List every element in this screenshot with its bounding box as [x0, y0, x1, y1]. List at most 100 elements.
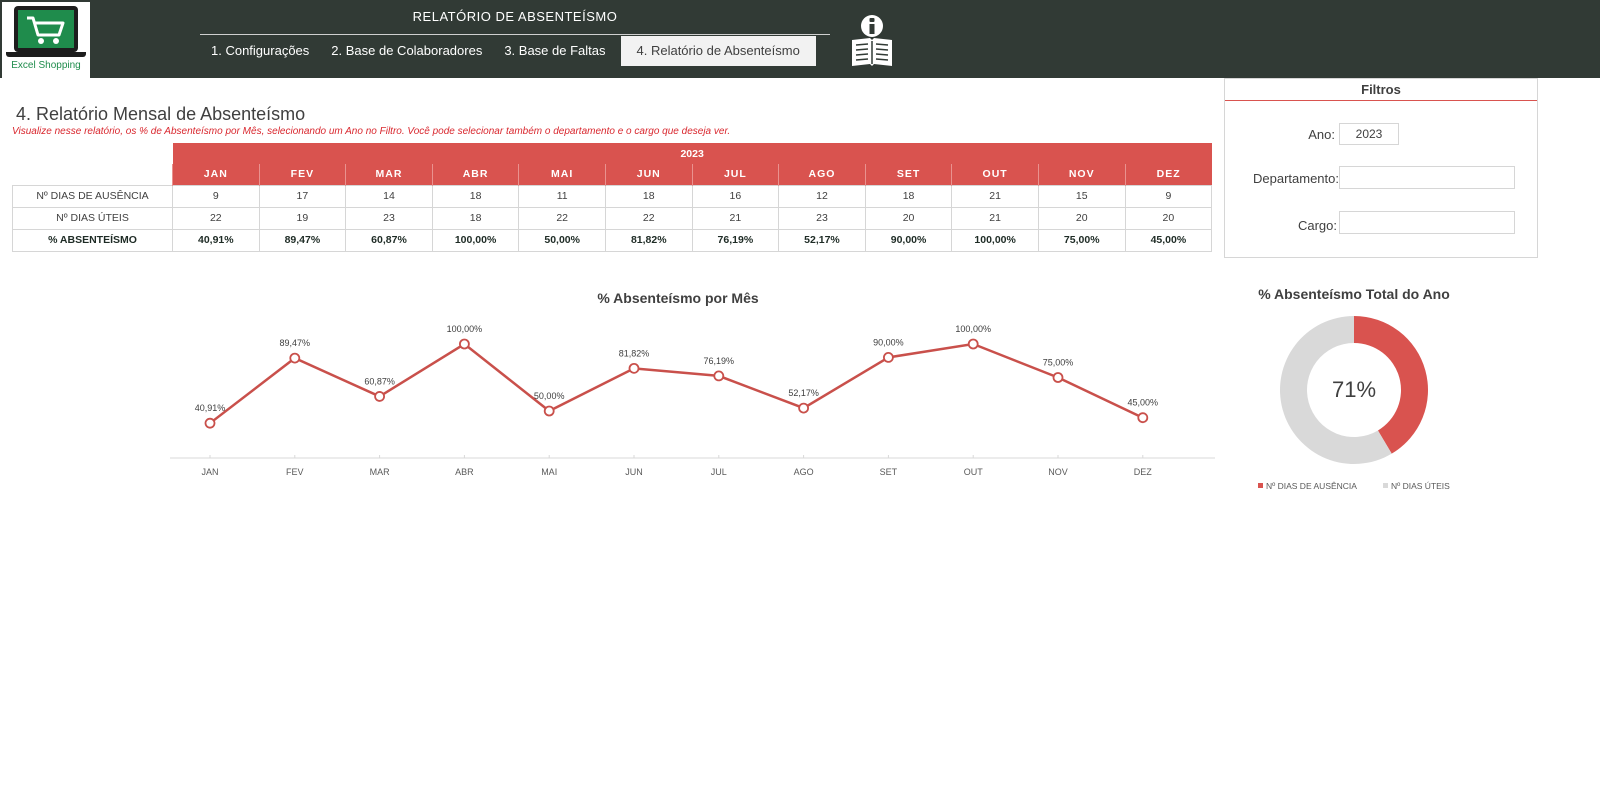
table-cell: 23 [345, 206, 433, 230]
data-label: 75,00% [1043, 358, 1074, 368]
info-book-icon[interactable] [850, 14, 894, 68]
month-header: JUN [604, 164, 693, 185]
data-label: 52,17% [788, 388, 819, 398]
month-header: ABR [431, 164, 519, 185]
line-chart-title: % Absenteísmo por Mês [597, 290, 759, 306]
filters-panel: Filtros Ano: 2023 Departamento: Cargo: [1224, 78, 1538, 258]
data-point [1052, 372, 1064, 383]
table-cell: 22 [518, 206, 606, 230]
tab-relatorio-absenteismo[interactable]: 4. Relatório de Absenteísmo [620, 36, 816, 66]
app-title: RELATÓRIO DE ABSENTEÍSMO [412, 9, 618, 24]
table-cell: 21 [951, 184, 1039, 208]
table-cell: 19 [258, 206, 347, 230]
cargo-label: Cargo: [1297, 218, 1337, 233]
x-tick-label: ABR [455, 467, 474, 477]
x-tick-label: FEV [286, 467, 304, 477]
logo-text: Excel Shopping [11, 60, 81, 71]
data-point [374, 391, 386, 402]
ano-select[interactable]: 2023 [1339, 123, 1399, 145]
table-cell: 75,00% [1037, 228, 1126, 252]
blank-corner [12, 143, 173, 164]
data-point [713, 370, 725, 382]
absenteeism-table: 2023 JAN FEV MAR ABR MAI JUN JUL AGO SET… [12, 143, 1213, 252]
filters-title: Filtros [1225, 79, 1537, 101]
annual-absenteeism-donut-chart: % Absenteísmo Total do Ano 71% Nº DIAS D… [1258, 288, 1450, 491]
month-header: JUL [691, 164, 779, 185]
donut-slice [1280, 316, 1392, 464]
data-label: 45,00% [1128, 398, 1159, 408]
donut-center-label: 71% [1332, 377, 1376, 402]
series-line [209, 342, 1144, 425]
data-point [1137, 412, 1149, 424]
data-point [543, 405, 555, 417]
month-header: JAN [172, 164, 260, 185]
x-tick-label: MAI [541, 467, 557, 477]
table-cell: 60,87% [345, 228, 433, 252]
table-cell: 45,00% [1124, 228, 1213, 252]
table-cell: 12 [778, 184, 866, 208]
table-cell: 89,47% [258, 228, 347, 252]
table-cell: 18 [431, 184, 520, 208]
x-tick-label: JAN [201, 467, 218, 477]
legend-label: Nº DIAS DE AUSÊNCIA [1266, 481, 1357, 491]
tab-base-faltas[interactable]: 3. Base de Faltas [504, 43, 606, 58]
x-tick-label: JUN [625, 467, 643, 477]
table-cell: 14 [345, 184, 433, 208]
row-label: Nº DIAS DE AUSÊNCIA [12, 184, 173, 208]
data-label: 50,00% [534, 391, 565, 401]
table-row-dias-uteis: Nº DIAS ÚTEIS 22 19 23 18 22 22 21 23 20… [12, 206, 1213, 230]
data-point [967, 338, 979, 350]
table-cell: 23 [778, 206, 866, 230]
legend-swatch [1383, 483, 1388, 488]
x-tick-label: OUT [964, 467, 984, 477]
tab-base-colaboradores[interactable]: 2. Base de Colaboradores [331, 43, 483, 58]
table-cell: 20 [1037, 206, 1126, 230]
table-cell: 90,00% [864, 228, 953, 252]
data-label: 40,91% [195, 403, 226, 413]
page-title: 4. Relatório Mensal de Absenteísmo [16, 104, 306, 124]
top-bar: Excel Shopping RELATÓRIO DE ABSENTEÍSMO … [0, 0, 1600, 78]
nav-tabs: 1. Configurações 2. Base de Colaboradore… [200, 36, 816, 66]
data-point [798, 402, 809, 414]
data-label: 100,00% [447, 324, 483, 334]
absenteeism-line-chart: % Absenteísmo por Mês 40,91% JAN 89,47% FEV… [170, 290, 1215, 477]
x-tick-label: DEZ [1134, 467, 1153, 477]
table-row-dias-ausencia: Nº DIAS DE AUSÊNCIA 9 17 14 18 11 18 16 … [12, 184, 1213, 208]
donut-chart-title: % Absenteísmo Total do Ano [1258, 288, 1450, 302]
month-header: NOV [1037, 164, 1126, 185]
table-cell: 50,00% [518, 228, 606, 252]
title-divider [200, 34, 830, 35]
legend-swatch [1258, 483, 1263, 488]
table-cell: 9 [1124, 184, 1213, 208]
year-header: 2023 [172, 143, 1212, 164]
laptop-base [6, 52, 86, 57]
tab-configuracoes[interactable]: 1. Configurações [211, 43, 310, 58]
x-tick-label: JUL [711, 467, 727, 477]
table-cell: 22 [172, 206, 260, 230]
departamento-select[interactable] [1339, 166, 1515, 189]
table-cell: 16 [691, 184, 780, 208]
cargo-select[interactable] [1339, 211, 1515, 234]
table-cell: 21 [691, 206, 780, 230]
month-header: FEV [258, 164, 346, 185]
legend-label: Nº DIAS ÚTEIS [1391, 481, 1450, 491]
departamento-label: Departamento: [1253, 171, 1339, 186]
laptop-icon [14, 6, 78, 52]
excel-shopping-logo[interactable]: Excel Shopping [2, 2, 90, 78]
table-cell: 18 [864, 184, 953, 208]
table-cell: 17 [258, 184, 347, 208]
month-header: SET [864, 164, 952, 185]
table-cell: 52,17% [778, 228, 866, 252]
month-header: OUT [951, 164, 1039, 185]
data-label: 81,82% [619, 348, 650, 358]
data-point [289, 352, 301, 364]
month-header: MAR [345, 164, 433, 185]
table-cell: 22 [604, 206, 693, 230]
x-tick-label: MAR [370, 467, 391, 477]
table-cell: 40,91% [172, 228, 260, 252]
table-cell: 20 [1124, 206, 1213, 230]
shopping-cart-icon [27, 16, 65, 44]
data-point [204, 417, 216, 429]
data-point [458, 338, 470, 350]
data-label: 76,19% [704, 356, 735, 366]
